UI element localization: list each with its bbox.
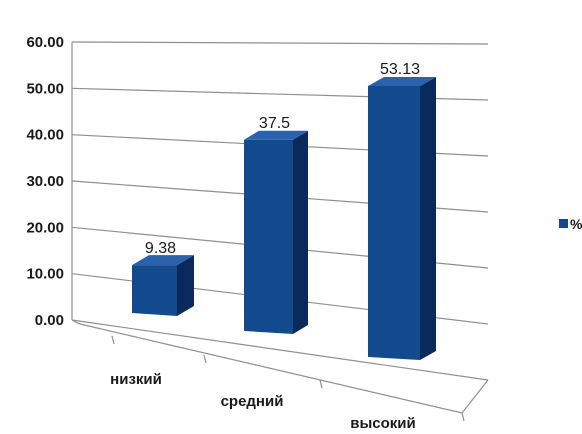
legend: %	[559, 216, 582, 232]
bar-top	[244, 130, 308, 140]
y-tick-label: 0.00	[35, 312, 64, 329]
y-tick-label: 20.00	[26, 219, 64, 236]
y-tick-label: 60.00	[26, 34, 64, 51]
y-tick-label: 30.00	[26, 173, 64, 190]
legend-label: %	[570, 216, 582, 232]
y-tick-label: 50.00	[26, 80, 64, 97]
x-axis-categories: низкий средний высокий	[110, 371, 416, 432]
bar	[244, 139, 293, 334]
x-category-label: средний	[221, 393, 284, 410]
bar	[368, 86, 420, 361]
y-tick-label: 40.00	[26, 127, 64, 144]
bar-top	[132, 255, 194, 266]
y-tick-label: 10.00	[26, 266, 64, 283]
bar-side	[293, 130, 308, 334]
bar-side	[177, 255, 194, 316]
data-label: 53.13	[380, 61, 420, 78]
bars	[132, 77, 436, 361]
legend-swatch	[559, 219, 568, 228]
x-category-label: низкий	[110, 371, 162, 388]
x-tick-mark	[203, 354, 207, 364]
bar-side	[420, 77, 436, 361]
data-label: 9.38	[145, 240, 176, 257]
x-tick-mark	[461, 412, 465, 422]
gridline	[71, 41, 489, 45]
data-label: 37.5	[259, 115, 290, 132]
gridline	[71, 319, 489, 381]
bar-top	[368, 77, 436, 87]
x-category-label: высокий	[350, 415, 416, 432]
x-tick-mark	[319, 379, 323, 389]
floor-outline	[71, 319, 489, 414]
bar	[132, 265, 177, 316]
y-axis-ticks: 0.00 10.00 20.00 30.00 40.00 50.00 60.00	[26, 34, 64, 329]
x-tick-mark	[111, 335, 115, 345]
data-labels: 9.38 37.5 53.13	[145, 61, 420, 257]
